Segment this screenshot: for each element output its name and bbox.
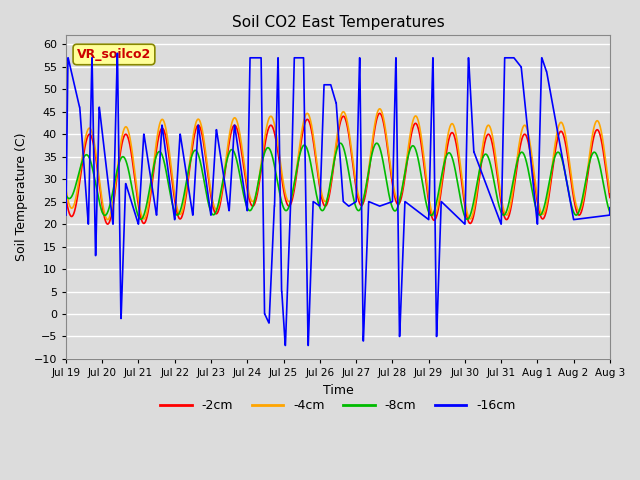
Title: Soil CO2 East Temperatures: Soil CO2 East Temperatures bbox=[232, 15, 444, 30]
Text: VR_soilco2: VR_soilco2 bbox=[77, 48, 151, 61]
Y-axis label: Soil Temperature (C): Soil Temperature (C) bbox=[15, 133, 28, 262]
X-axis label: Time: Time bbox=[323, 384, 353, 396]
Legend: -2cm, -4cm, -8cm, -16cm: -2cm, -4cm, -8cm, -16cm bbox=[156, 395, 520, 418]
